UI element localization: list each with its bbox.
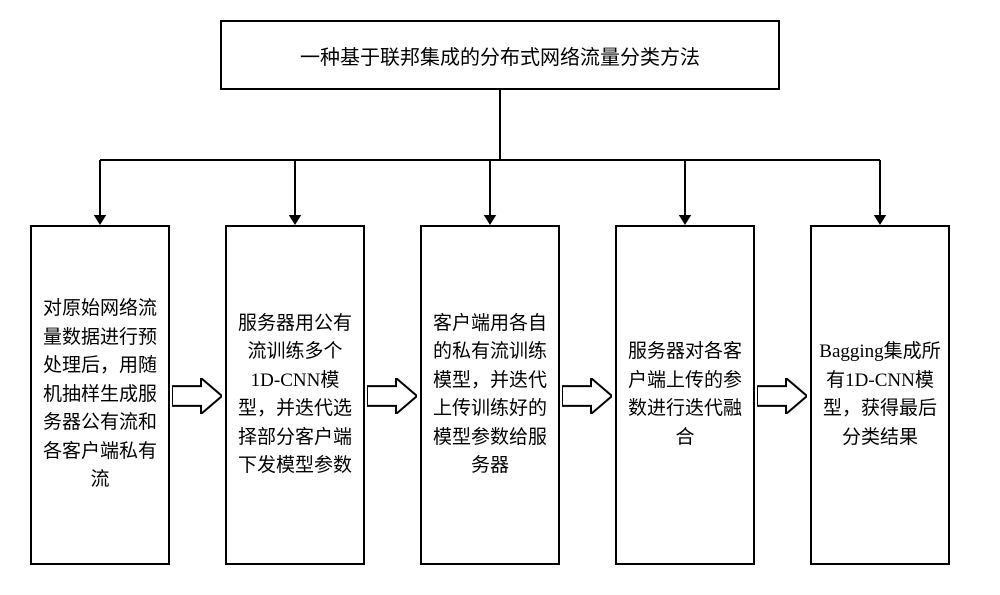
step-text-5: Bagging集成所有1D-CNN模型，获得最后分类结果 <box>818 338 942 452</box>
step-text-4: 服务器对各客户端上传的参数进行迭代融合 <box>623 338 747 452</box>
title-box: 一种基于联邦集成的分布式网络流量分类方法 <box>220 20 780 90</box>
step-text-1: 对原始网络流量数据进行预处理后，用随机抽样生成服务器公有流和各客户端私有流 <box>38 295 162 495</box>
step-box-5: Bagging集成所有1D-CNN模型，获得最后分类结果 <box>810 225 950 565</box>
step-box-3: 客户端用各自的私有流训练模型，并迭代上传训练好的模型参数给服务器 <box>420 225 560 565</box>
step-box-4: 服务器对各客户端上传的参数进行迭代融合 <box>615 225 755 565</box>
step-text-3: 客户端用各自的私有流训练模型，并迭代上传训练好的模型参数给服务器 <box>428 310 552 481</box>
step-text-2: 服务器用公有流训练多个1D-CNN模型，并迭代选择部分客户端下发模型参数 <box>233 310 357 481</box>
title-text: 一种基于联邦集成的分布式网络流量分类方法 <box>300 41 700 70</box>
block-arrow-4 <box>757 378 807 414</box>
block-arrow-2 <box>367 378 417 414</box>
step-box-2: 服务器用公有流训练多个1D-CNN模型，并迭代选择部分客户端下发模型参数 <box>225 225 365 565</box>
block-arrow-3 <box>562 378 612 414</box>
step-box-1: 对原始网络流量数据进行预处理后，用随机抽样生成服务器公有流和各客户端私有流 <box>30 225 170 565</box>
block-arrow-1 <box>172 378 222 414</box>
